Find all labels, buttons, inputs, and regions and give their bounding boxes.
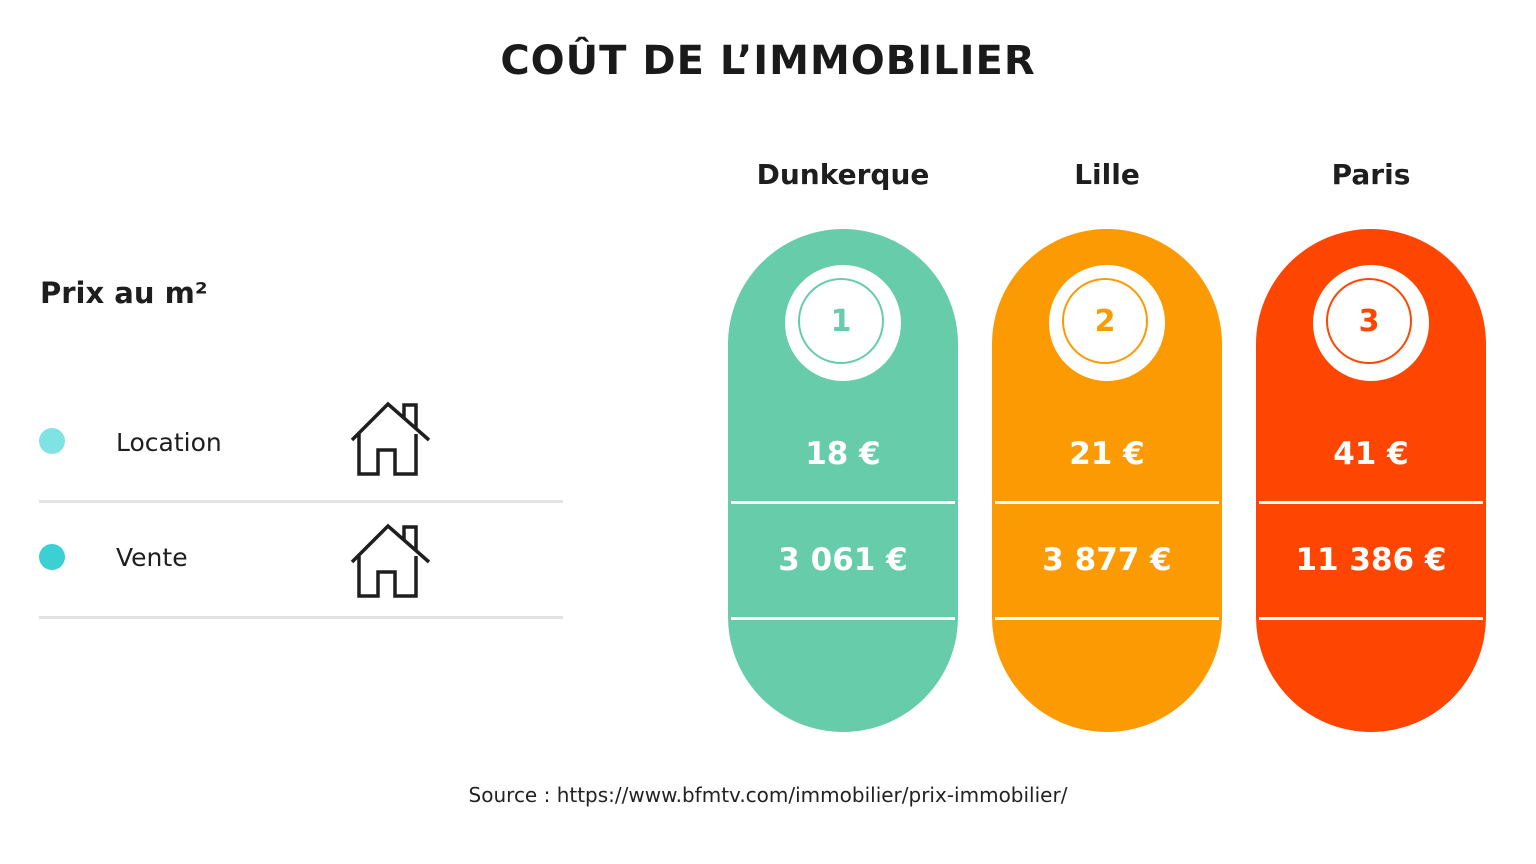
divider <box>39 500 563 503</box>
city-column-dunkerque: 1 18 € 3 061 € <box>728 229 958 732</box>
rank-badge: 2 <box>1049 265 1165 381</box>
city-label: Dunkerque <box>756 158 930 191</box>
house-icon <box>350 401 431 476</box>
divider <box>1259 617 1483 620</box>
vente-dot <box>39 544 65 570</box>
legend-label-vente: Vente <box>116 543 188 572</box>
divider <box>731 617 955 620</box>
city-column-lille: 2 21 € 3 877 € <box>992 229 1222 732</box>
rank-number: 1 <box>798 278 884 364</box>
city-column-paris: 3 41 € 11 386 € <box>1256 229 1486 732</box>
location-value: 18 € <box>805 436 881 472</box>
rank-number: 2 <box>1062 278 1148 364</box>
divider <box>995 617 1219 620</box>
divider <box>39 616 563 619</box>
rank-badge: 3 <box>1313 265 1429 381</box>
house-icon <box>350 523 431 598</box>
legend-label-location: Location <box>116 428 222 457</box>
vente-value: 3 061 € <box>778 542 908 578</box>
divider <box>731 501 955 504</box>
legend-title: Prix au m² <box>40 276 208 310</box>
vente-value: 11 386 € <box>1295 542 1447 578</box>
location-value: 41 € <box>1333 436 1409 472</box>
vente-value: 3 877 € <box>1042 542 1172 578</box>
city-label: Lille <box>1074 158 1140 191</box>
divider <box>995 501 1219 504</box>
location-dot <box>39 428 65 454</box>
location-value: 21 € <box>1069 436 1145 472</box>
rank-number: 3 <box>1326 278 1412 364</box>
city-label: Paris <box>1331 158 1411 191</box>
page-title: COÛT DE L’IMMOBILIER <box>500 38 1036 84</box>
rank-badge: 1 <box>785 265 901 381</box>
divider <box>1259 501 1483 504</box>
source-note: Source : https://www.bfmtv.com/immobilie… <box>468 783 1068 807</box>
